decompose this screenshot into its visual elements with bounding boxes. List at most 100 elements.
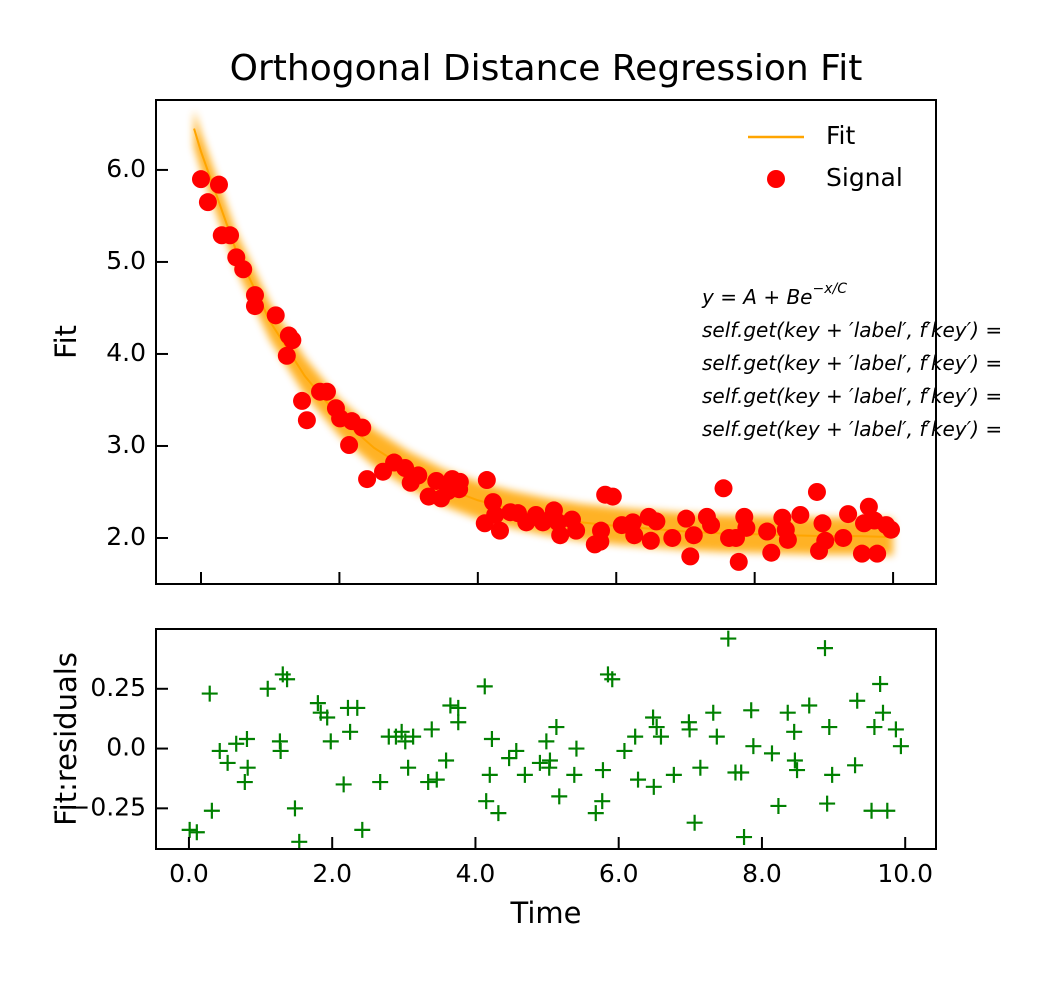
residual-point bbox=[872, 676, 889, 692]
legend-label: Signal bbox=[826, 163, 903, 192]
residual-point bbox=[819, 795, 836, 812]
signal-point bbox=[477, 471, 496, 490]
residual-point bbox=[847, 757, 864, 774]
residual-point bbox=[450, 699, 467, 716]
y-tick-label: 0.25 bbox=[90, 673, 146, 702]
signal-point bbox=[198, 193, 217, 212]
residual-point bbox=[568, 740, 585, 757]
y-tick-label: 5.0 bbox=[106, 246, 146, 275]
residual-point bbox=[708, 728, 725, 745]
signal-point bbox=[317, 382, 336, 401]
signal-point bbox=[209, 175, 228, 194]
residual-point bbox=[720, 630, 737, 647]
residual-point bbox=[236, 774, 253, 791]
residual-point bbox=[743, 702, 760, 719]
signal-point bbox=[191, 170, 210, 189]
annotation: y = A + Be−x/C bbox=[701, 281, 847, 309]
signal-point bbox=[882, 520, 901, 539]
residual-point bbox=[476, 678, 493, 695]
residual-point bbox=[420, 774, 437, 791]
signal-point bbox=[852, 544, 871, 563]
annotation: self.get(key + ′label′, f′key′) = bbox=[702, 351, 1002, 375]
residual-point bbox=[692, 759, 709, 776]
x-axis-label: Time bbox=[510, 896, 582, 930]
chart-title: Orthogonal Distance Regression Fit bbox=[230, 48, 863, 89]
signal-point bbox=[283, 331, 302, 350]
residual-point bbox=[291, 833, 308, 849]
residual-point bbox=[201, 685, 218, 702]
residual-point bbox=[824, 766, 841, 783]
signal-point bbox=[677, 509, 696, 528]
residual-point bbox=[259, 680, 276, 697]
x-tick-label: 8.0 bbox=[742, 859, 782, 888]
residual-point bbox=[874, 704, 891, 721]
residual-point bbox=[594, 762, 611, 779]
signal-point bbox=[859, 497, 878, 516]
residual-point bbox=[211, 742, 228, 759]
signal-point bbox=[353, 418, 372, 437]
signal-point bbox=[450, 472, 469, 491]
signal-point bbox=[427, 471, 446, 490]
annotation-text: y = A + Be bbox=[701, 285, 813, 309]
residual-point bbox=[442, 697, 459, 714]
signal-point bbox=[762, 543, 781, 562]
signal-point bbox=[221, 226, 240, 245]
legend-label: Fit bbox=[826, 121, 856, 150]
signal-point bbox=[266, 306, 285, 325]
residual-point bbox=[450, 714, 467, 731]
residual-point bbox=[681, 721, 698, 738]
signal-point bbox=[245, 297, 264, 316]
signal-point bbox=[663, 528, 682, 547]
annotation: self.get(key + ′label′, f′key′) = bbox=[702, 318, 1002, 342]
residual-point bbox=[541, 752, 558, 769]
residual-point bbox=[238, 731, 255, 747]
signal-point bbox=[791, 505, 810, 524]
annotation-text: self.get(key + ′label′, f′key′) = bbox=[702, 417, 1002, 441]
signal-point bbox=[409, 466, 428, 485]
residual-point bbox=[400, 759, 417, 776]
x-tick-label: 2.0 bbox=[312, 859, 352, 888]
signal-point bbox=[396, 459, 415, 478]
signal-point bbox=[758, 522, 777, 541]
residual-point bbox=[879, 802, 896, 819]
residual-point bbox=[228, 735, 245, 752]
residual-point bbox=[779, 704, 796, 721]
signal-point bbox=[340, 436, 359, 455]
x-tick-label: 10.0 bbox=[877, 859, 933, 888]
residual-point bbox=[181, 821, 198, 838]
residual-point bbox=[322, 733, 339, 750]
residual-point bbox=[816, 640, 833, 657]
residual-point bbox=[483, 731, 500, 747]
x-tick-label: 0.0 bbox=[169, 859, 209, 888]
y-tick-label: 0.0 bbox=[106, 733, 146, 762]
residual-point bbox=[188, 824, 205, 841]
signal-point bbox=[778, 530, 797, 549]
residual-point bbox=[645, 778, 662, 795]
residual-point bbox=[372, 774, 389, 791]
residual-point bbox=[789, 762, 806, 779]
residual-point bbox=[705, 704, 722, 721]
residual-point bbox=[548, 719, 565, 736]
residual-point bbox=[490, 805, 507, 822]
residual-point bbox=[733, 764, 750, 781]
residual-point bbox=[866, 719, 883, 736]
residual-point bbox=[538, 733, 555, 750]
residual-point bbox=[594, 793, 611, 810]
y-tick-label: 2.0 bbox=[106, 522, 146, 551]
signal-point bbox=[293, 391, 312, 410]
residual-point bbox=[349, 699, 366, 716]
residual-point bbox=[219, 754, 236, 771]
annotation-text: self.get(key + ′label′, f′key′) = bbox=[702, 384, 1002, 408]
residual-point bbox=[508, 742, 525, 759]
signal-point bbox=[816, 531, 835, 550]
y-axis-label: Fit bbox=[49, 325, 83, 359]
residual-point bbox=[892, 738, 909, 755]
residual-point bbox=[786, 752, 803, 769]
residual-point bbox=[354, 821, 371, 838]
residual-point bbox=[239, 759, 256, 776]
residual-point bbox=[627, 728, 644, 745]
residual-point bbox=[887, 721, 904, 738]
residual-point bbox=[616, 742, 633, 759]
signal-point bbox=[490, 521, 509, 540]
signal-point bbox=[807, 482, 826, 501]
